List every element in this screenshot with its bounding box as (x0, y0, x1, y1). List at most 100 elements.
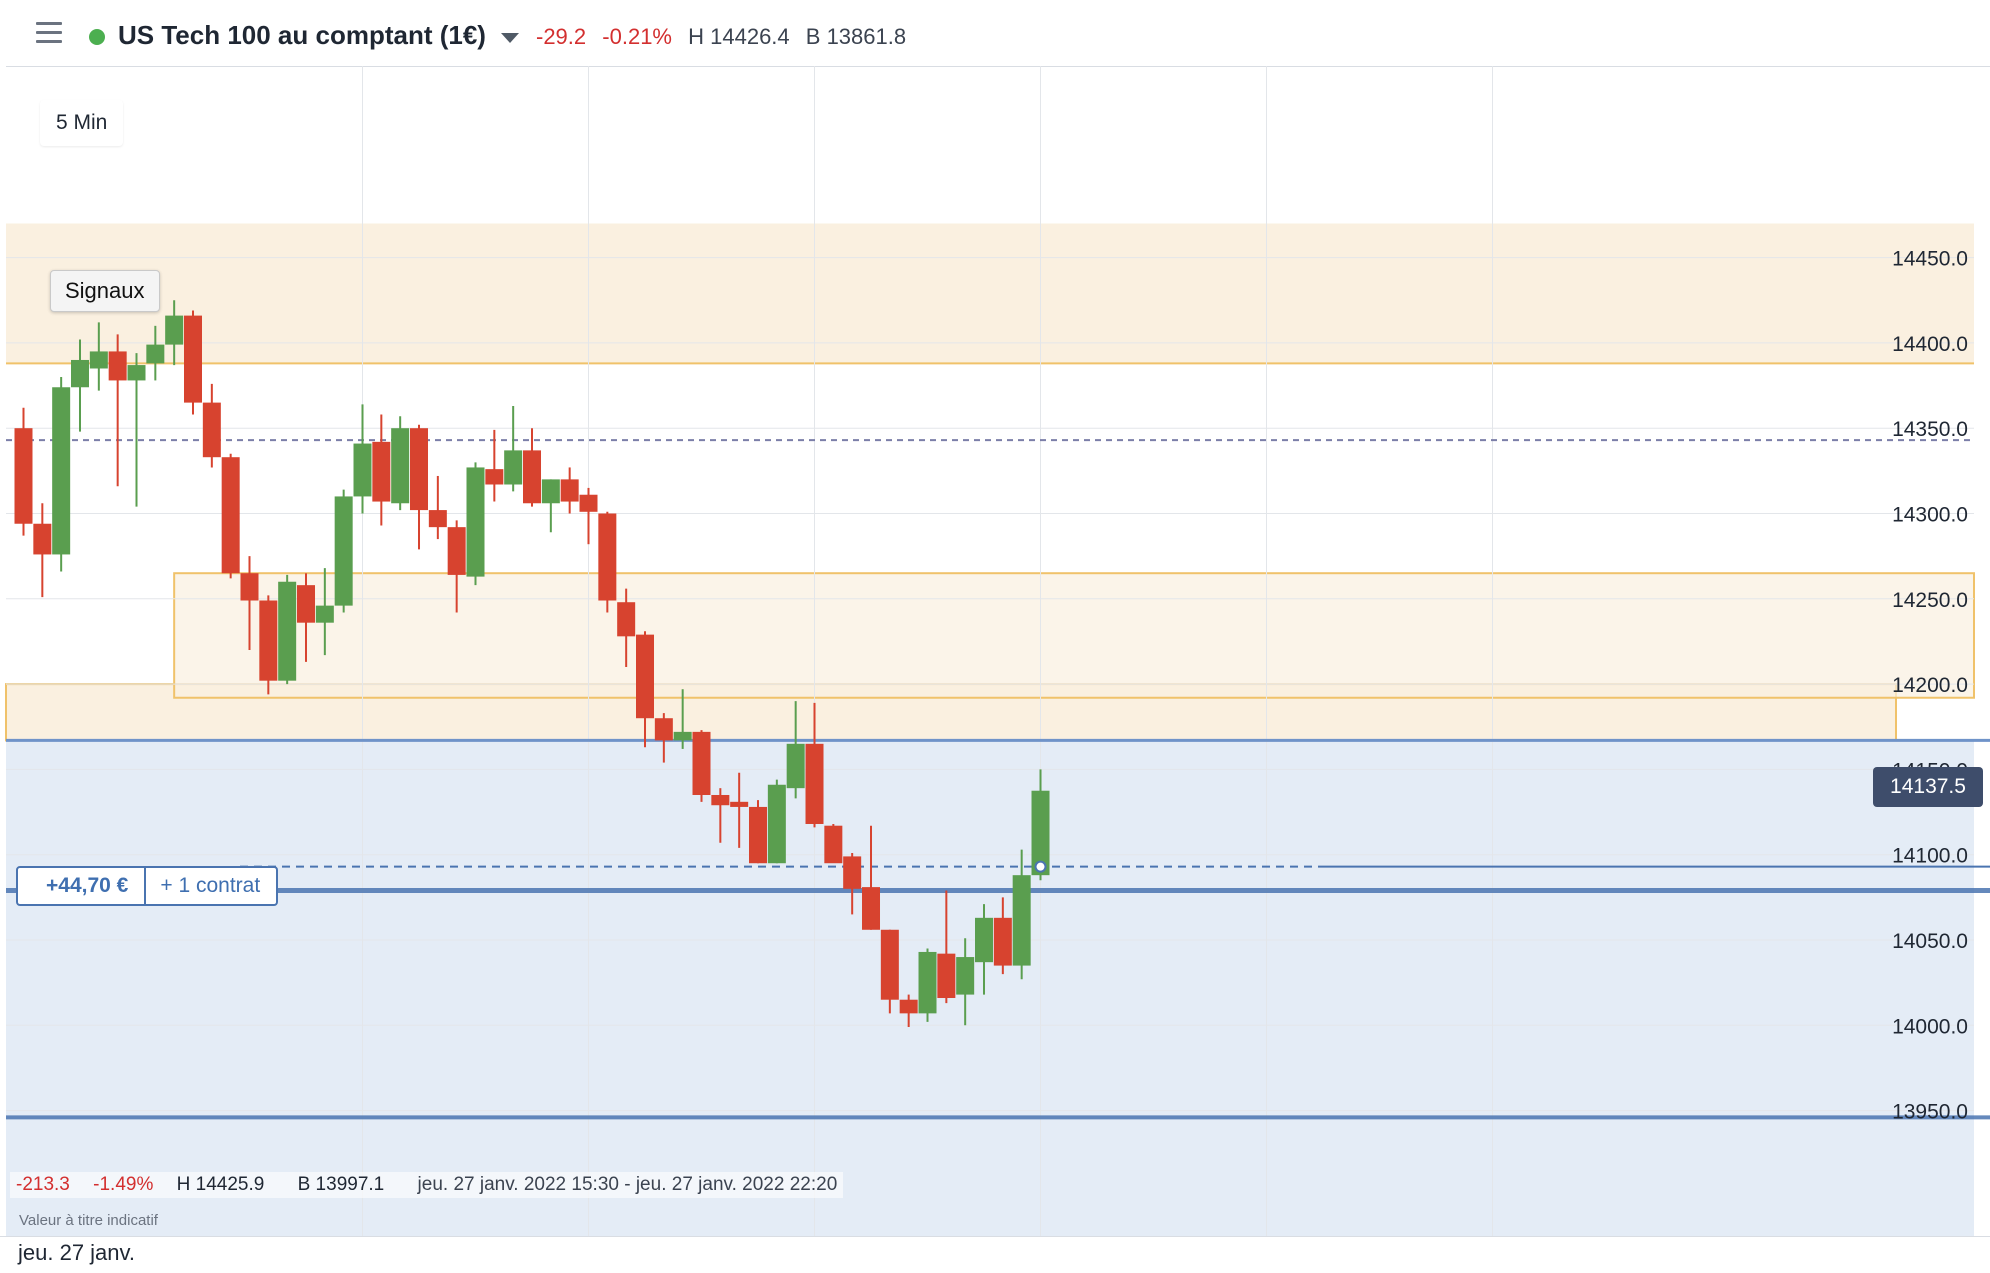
candle (353, 404, 372, 514)
candle (184, 310, 203, 415)
candle-body (692, 731, 711, 795)
signals-button[interactable]: Signaux (50, 270, 160, 312)
candle-body (297, 585, 316, 623)
candle (654, 713, 673, 763)
candle-body (918, 951, 937, 1014)
candle (523, 428, 542, 507)
candle (899, 994, 918, 1028)
session-summary: -213.3 -1.49% H 14425.9 B 13997.1 jeu. 2… (10, 1172, 844, 1198)
open-position-label[interactable]: +44,70 € + 1 contrat (16, 866, 279, 906)
candle-body (956, 957, 975, 995)
candle (297, 573, 316, 662)
candle-body (579, 494, 598, 512)
price-chart-area[interactable]: 14450.0 14400.0 14350.0 14300.0 14250.0 14200… (0, 66, 1990, 1272)
candle (993, 897, 1012, 975)
candle-body (315, 605, 334, 623)
candlestick-chart[interactable]: 14450.0 14400.0 14350.0 14300.0 14250.0 14200… (0, 66, 1990, 1272)
position-pnl: +44,70 € (18, 868, 147, 904)
candle (315, 568, 334, 656)
candle (447, 520, 466, 613)
candle (956, 938, 975, 1026)
market-open-status-icon (89, 29, 105, 45)
candle (334, 489, 353, 613)
candle-body (673, 731, 692, 741)
candle-body (428, 510, 447, 528)
interval-selector[interactable]: 5 Min (40, 100, 124, 146)
candle-body (824, 825, 843, 864)
candle-body (127, 365, 146, 381)
price-tick-label: 13950.0 (1892, 1101, 1968, 1124)
candle-body (749, 806, 768, 864)
header-change: -29.2 (536, 24, 587, 49)
candle (259, 595, 278, 695)
candle-body (70, 359, 89, 388)
hamburger-menu-icon[interactable] (36, 22, 62, 44)
position-contracts: + 1 contrat (160, 874, 261, 897)
candle (937, 890, 956, 1004)
candle-body (862, 887, 881, 930)
candle (165, 300, 184, 366)
candle-body (730, 801, 749, 807)
candle-body (334, 496, 353, 606)
candle (880, 929, 899, 1014)
instrument-title[interactable]: US Tech 100 au comptant (1€) (118, 20, 486, 50)
candle-body (711, 794, 730, 806)
candle (918, 948, 937, 1022)
candle-body (541, 479, 560, 504)
candle-body (14, 428, 33, 524)
candle (1012, 849, 1031, 980)
header-high: H 14426.4 (688, 24, 790, 49)
candle (786, 701, 805, 799)
date-label: jeu. 27 janv. (18, 1240, 136, 1265)
candle-body (52, 387, 71, 555)
candle (749, 800, 768, 864)
candle-body (410, 428, 429, 511)
candle (730, 772, 749, 848)
candle (466, 462, 485, 586)
session-high: H 14425.9 (176, 1174, 265, 1195)
candle-body (33, 523, 52, 555)
candle-body (654, 718, 673, 741)
candle (108, 334, 127, 487)
candle (692, 730, 711, 802)
candle-body (278, 581, 297, 681)
candle (52, 377, 71, 572)
candle (560, 467, 579, 514)
candle (146, 325, 165, 381)
candle-body (466, 467, 485, 577)
candle (636, 631, 655, 748)
candle (805, 702, 824, 828)
candle-body (805, 743, 824, 824)
candle (767, 779, 786, 864)
candle (278, 574, 297, 685)
candle-body (504, 450, 523, 485)
position-shaded-area (6, 740, 1974, 1236)
session-change: -213.3 (16, 1174, 70, 1195)
candle-body (975, 917, 994, 963)
price-tick-label: 14100.0 (1892, 845, 1968, 868)
candle (410, 424, 429, 550)
candle-body (146, 344, 165, 364)
candle-body (560, 479, 579, 502)
candle-body (523, 450, 542, 504)
instrument-dropdown-chevron-icon[interactable] (501, 33, 519, 43)
candle (221, 453, 240, 579)
price-axis: 14450.0 14400.0 14350.0 14300.0 14250.0 14200… (1892, 248, 1968, 1124)
candle (33, 503, 52, 598)
candle (673, 689, 692, 749)
candle (240, 556, 259, 650)
candle-body (1012, 875, 1031, 966)
header-change-pct: -0.21% (602, 24, 672, 49)
session-change-pct: -1.49% (93, 1174, 154, 1195)
price-tick-label: 14050.0 (1892, 930, 1968, 953)
candle-body (353, 443, 372, 497)
candle (711, 788, 730, 843)
candle (202, 383, 221, 468)
resistance-zone-top (6, 223, 1974, 364)
time-axis[interactable] (0, 1236, 1990, 1273)
candle-body (786, 743, 805, 789)
candle-body (880, 929, 899, 1000)
candle-body (240, 573, 259, 601)
candle-body (221, 457, 240, 574)
candle-body (1031, 790, 1050, 876)
